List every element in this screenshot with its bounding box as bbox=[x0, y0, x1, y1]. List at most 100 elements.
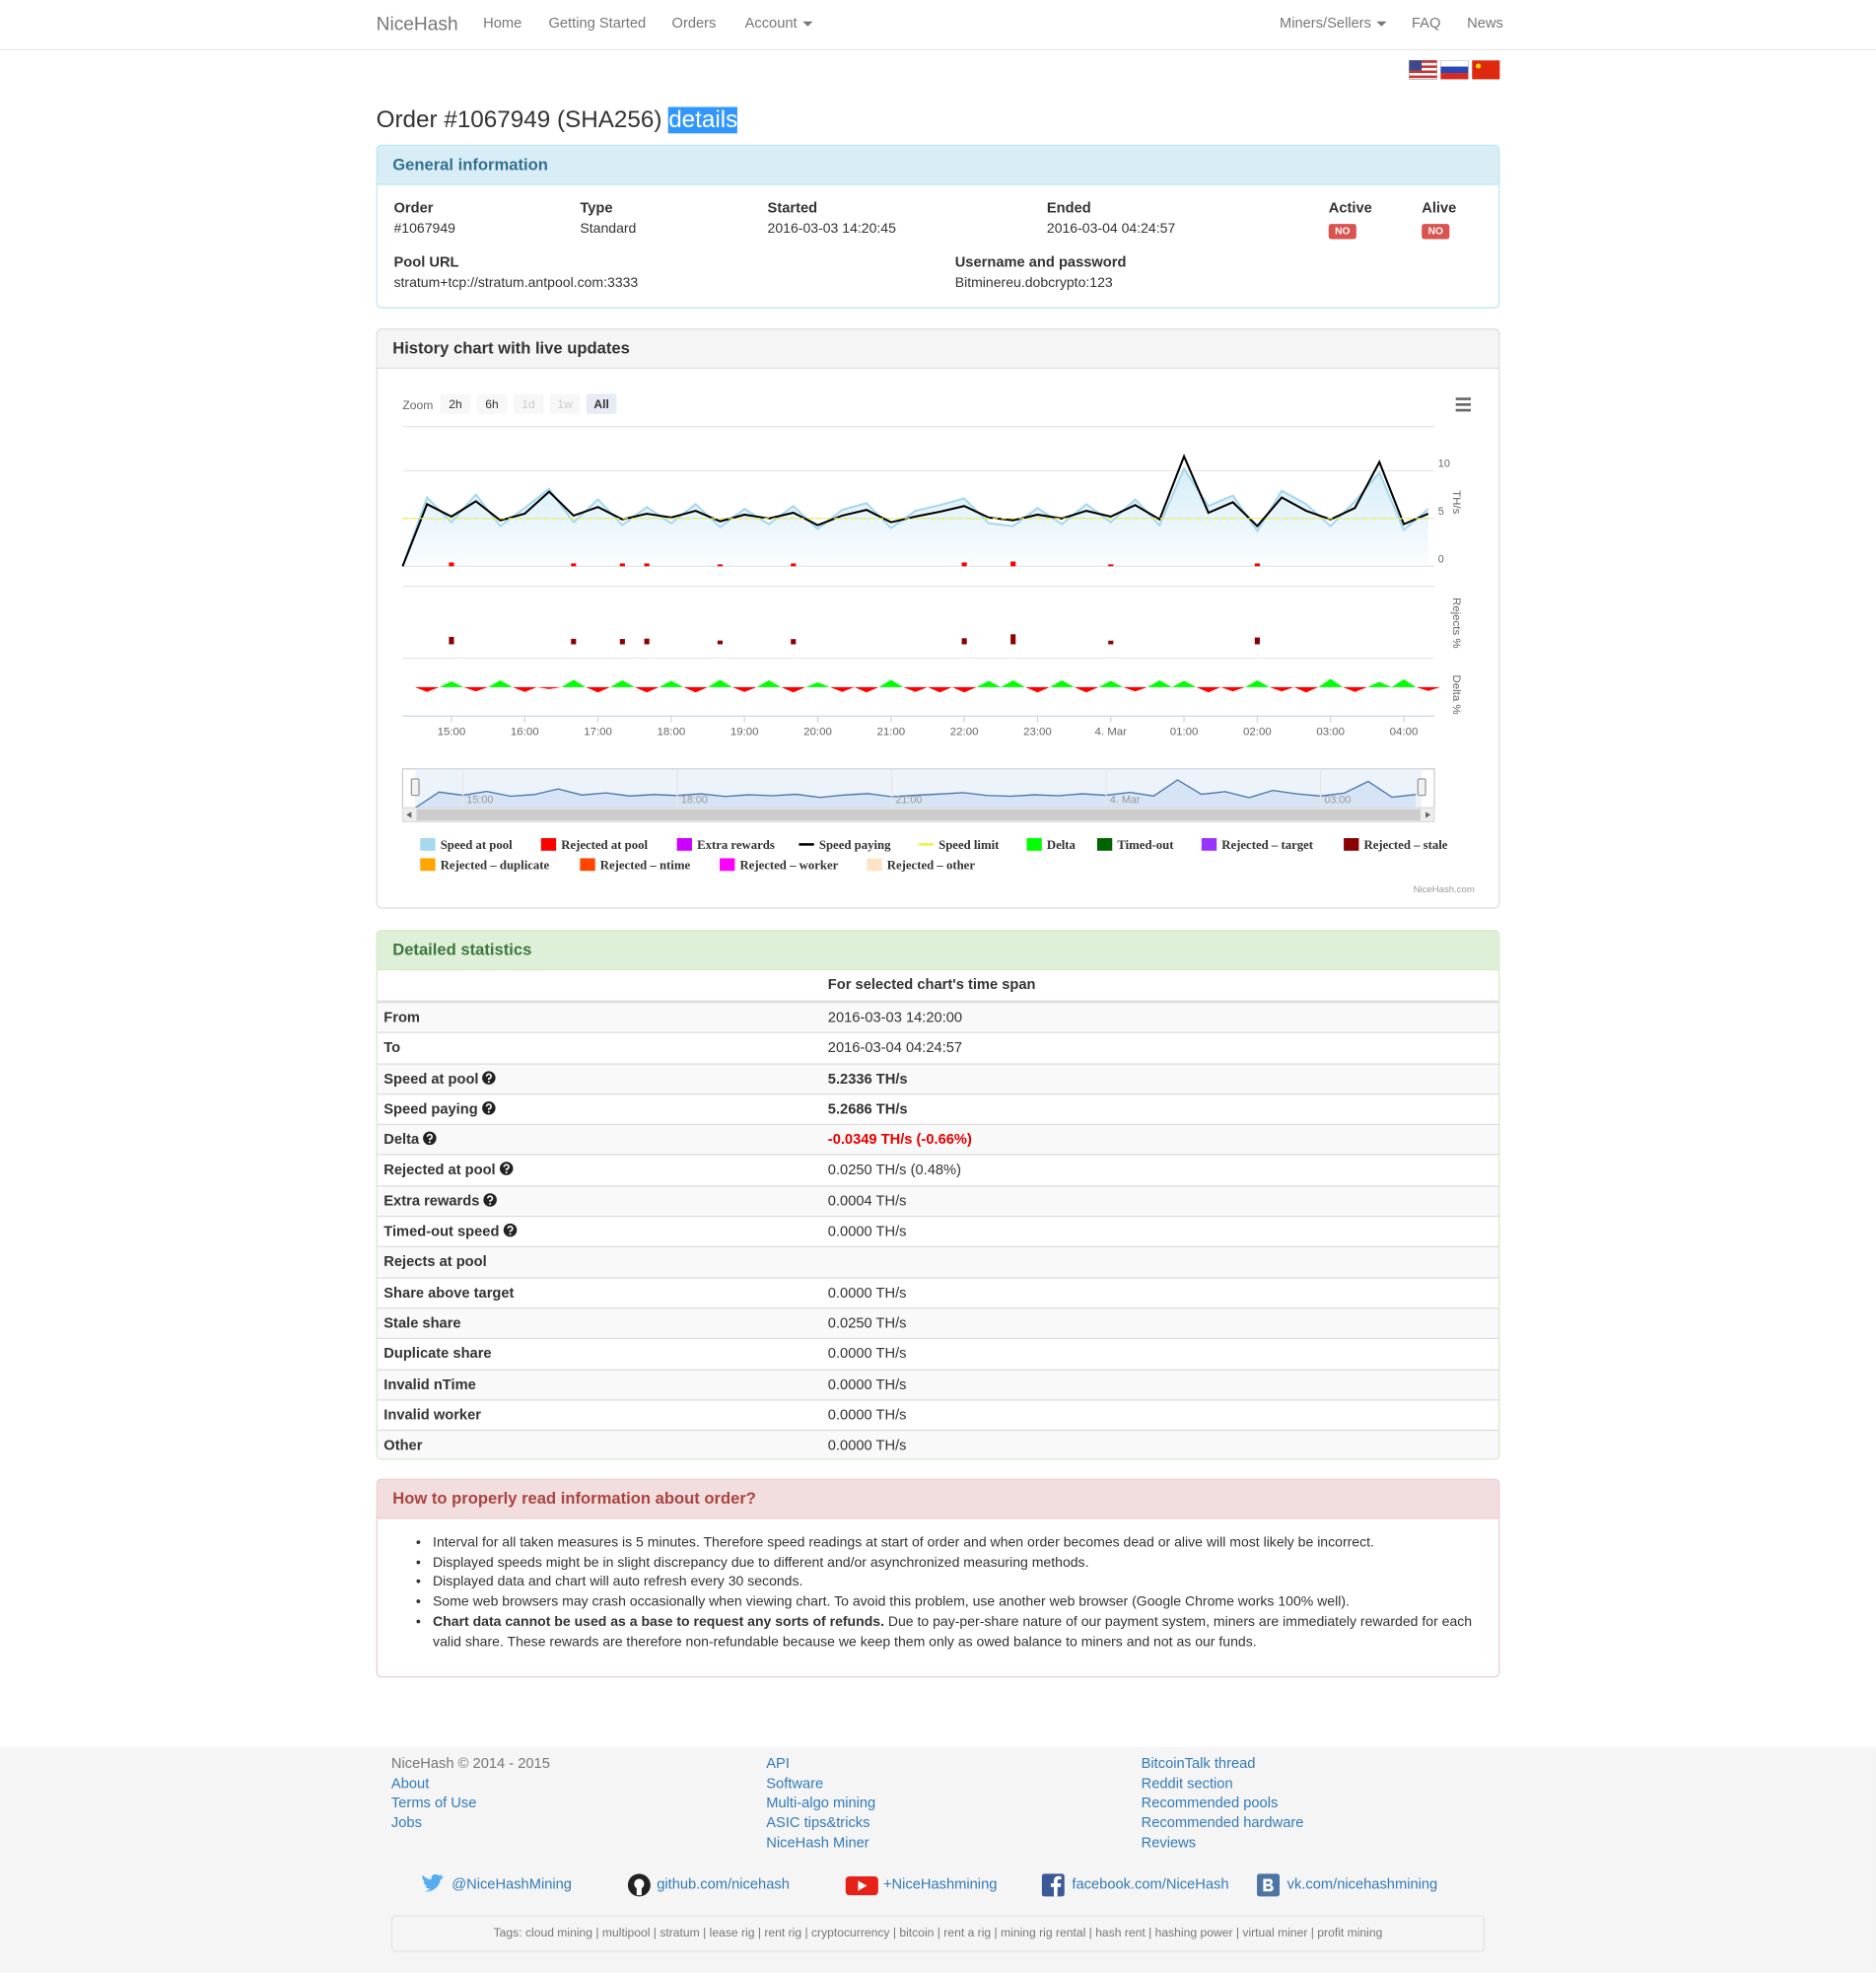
column bbox=[644, 563, 650, 567]
zoom-button[interactable]: All bbox=[586, 393, 617, 414]
footer-link[interactable]: Recommended pools bbox=[1141, 1796, 1279, 1812]
panel-title: History chart with live updates bbox=[377, 329, 1499, 369]
delta-area bbox=[731, 686, 757, 692]
delta-area bbox=[512, 686, 537, 692]
chart-credit: NiceHash.com bbox=[1414, 884, 1475, 895]
footer-link[interactable]: NiceHash Miner bbox=[766, 1835, 869, 1852]
tags: Tags: cloud mining | multipool | stratum… bbox=[390, 1915, 1486, 1952]
row-label: Other bbox=[383, 1431, 422, 1458]
help-icon[interactable] bbox=[423, 1131, 437, 1146]
footer-link[interactable]: Reviews bbox=[1141, 1835, 1197, 1852]
row-label: Invalid nTime bbox=[383, 1370, 476, 1400]
nav-link[interactable]: Account bbox=[745, 0, 812, 49]
nav-link[interactable]: Getting Started bbox=[548, 0, 646, 49]
nav-link-text: Miners/Sellers bbox=[1279, 16, 1371, 32]
legend-item[interactable]: Speed at pool bbox=[420, 838, 513, 852]
help-icon[interactable] bbox=[482, 1070, 497, 1085]
legend-label: Rejected at pool bbox=[561, 838, 648, 852]
legend-item[interactable]: Timed-out bbox=[1096, 838, 1174, 852]
nav-link[interactable]: Miners/Sellers bbox=[1279, 0, 1387, 49]
legend-item[interactable]: Rejected – worker bbox=[720, 858, 839, 872]
howto-item: Displayed data and chart will auto refre… bbox=[433, 1574, 1474, 1593]
help-icon[interactable] bbox=[499, 1162, 514, 1176]
legend-label: Delta bbox=[1047, 838, 1077, 852]
zoom-button-bg bbox=[586, 393, 617, 414]
zoom-button-label: 1w bbox=[557, 397, 573, 411]
legend-label: Rejected – worker bbox=[739, 858, 838, 872]
legend-item[interactable]: Rejected – ntime bbox=[580, 858, 690, 872]
row-label: Timed-out speed bbox=[383, 1217, 518, 1247]
navbar: NiceHash Home Getting Started Orders Accoun… bbox=[0, 0, 1876, 51]
legend-item[interactable]: Extra rewards bbox=[676, 838, 775, 852]
delta-area bbox=[1025, 686, 1050, 693]
footer-link[interactable]: ASIC tips&tricks bbox=[766, 1815, 870, 1832]
help-icon[interactable] bbox=[483, 1192, 497, 1207]
zoom-button[interactable]: 6h bbox=[476, 393, 508, 414]
legend-item[interactable]: Speed paying bbox=[799, 838, 891, 852]
field-label: Active bbox=[1328, 201, 1372, 217]
row-label-text: From bbox=[383, 1010, 420, 1026]
row-label-text: Speed paying bbox=[383, 1101, 478, 1118]
flag-cn[interactable] bbox=[1472, 60, 1500, 80]
row-label-text: Share above target bbox=[383, 1285, 515, 1302]
social-link[interactable]: @NiceHashMining bbox=[422, 1872, 572, 1898]
menu-button[interactable] bbox=[1453, 396, 1474, 413]
brand[interactable]: NiceHash bbox=[376, 14, 458, 35]
footer-link[interactable]: Recommended hardware bbox=[1141, 1815, 1304, 1832]
legend-item[interactable]: Delta bbox=[1026, 838, 1077, 852]
row-value: 0.0000 TH/s bbox=[827, 1439, 907, 1454]
legend-item[interactable]: Rejected – target bbox=[1201, 838, 1314, 852]
row-label: Delta bbox=[383, 1125, 437, 1156]
footer-link[interactable]: Jobs bbox=[390, 1815, 422, 1832]
column bbox=[1254, 563, 1260, 567]
nav-link[interactable]: Home bbox=[483, 0, 521, 49]
scrollbar-thumb[interactable] bbox=[416, 809, 1421, 821]
copyright: NiceHash © 2014 - 2015 bbox=[390, 1756, 550, 1773]
social-link[interactable]: facebook.com/NiceHash bbox=[1041, 1872, 1229, 1898]
flag-us[interactable] bbox=[1409, 59, 1437, 80]
table-row: To 2016-03-04 04:24:57 bbox=[377, 1031, 1499, 1063]
zoom-button-bg bbox=[549, 393, 581, 414]
column bbox=[449, 562, 454, 567]
navigator-handle[interactable] bbox=[1417, 778, 1426, 797]
delta-area bbox=[1391, 679, 1417, 687]
delta-area bbox=[927, 686, 952, 693]
social-link[interactable]: vk.com/nicehashmining bbox=[1257, 1872, 1437, 1898]
howto-text: Due to pay-per-share nature of our payme… bbox=[433, 1614, 1473, 1650]
field-label: Alive bbox=[1422, 201, 1457, 217]
footer-link[interactable]: BitcoinTalk thread bbox=[1141, 1756, 1256, 1773]
footer-link[interactable]: Terms of Use bbox=[390, 1796, 477, 1812]
scrollbar-arrow[interactable] bbox=[406, 811, 412, 818]
flag-ru[interactable] bbox=[1440, 59, 1469, 80]
social-link[interactable]: +NiceHashmining bbox=[845, 1872, 997, 1898]
footer-link[interactable]: Software bbox=[766, 1776, 824, 1793]
row-label: From bbox=[383, 1003, 420, 1033]
nav-link[interactable]: News bbox=[1467, 0, 1503, 49]
footer-link[interactable]: Reddit section bbox=[1141, 1776, 1233, 1793]
footer-link[interactable]: Multi-algo mining bbox=[766, 1796, 876, 1812]
zoom-button[interactable]: 2h bbox=[440, 393, 471, 414]
help-icon[interactable] bbox=[503, 1223, 518, 1237]
x-tick-label: 02:00 bbox=[1243, 726, 1272, 738]
navigator-label: 18:00 bbox=[681, 794, 708, 806]
nav-link[interactable]: Orders bbox=[672, 0, 717, 49]
footer-link[interactable]: About bbox=[390, 1776, 430, 1793]
scrollbar-arrow[interactable] bbox=[1425, 811, 1431, 818]
help-icon[interactable] bbox=[481, 1100, 496, 1115]
legend-item[interactable]: Speed limit bbox=[918, 838, 1000, 852]
social-text: github.com/nicehash bbox=[657, 1877, 790, 1893]
social-link[interactable]: github.com/nicehash bbox=[627, 1872, 790, 1898]
nav-link-text: News bbox=[1467, 16, 1503, 32]
navigator-handle[interactable] bbox=[410, 778, 420, 797]
legend-item[interactable]: Rejected – duplicate bbox=[420, 858, 550, 872]
social-text: @NiceHashMining bbox=[452, 1877, 572, 1893]
stats-panel: Detailed statistics For selected chart's… bbox=[376, 930, 1500, 1460]
column bbox=[1010, 561, 1016, 567]
howto-text: Interval for all taken measures is 5 min… bbox=[433, 1535, 1374, 1551]
legend-item[interactable]: Rejected – stale bbox=[1344, 838, 1448, 852]
footer-link[interactable]: API bbox=[766, 1756, 790, 1773]
legend-item[interactable]: Rejected – other bbox=[867, 858, 975, 872]
nav-link[interactable]: FAQ bbox=[1412, 0, 1440, 49]
legend-item[interactable]: Rejected at pool bbox=[540, 838, 649, 852]
